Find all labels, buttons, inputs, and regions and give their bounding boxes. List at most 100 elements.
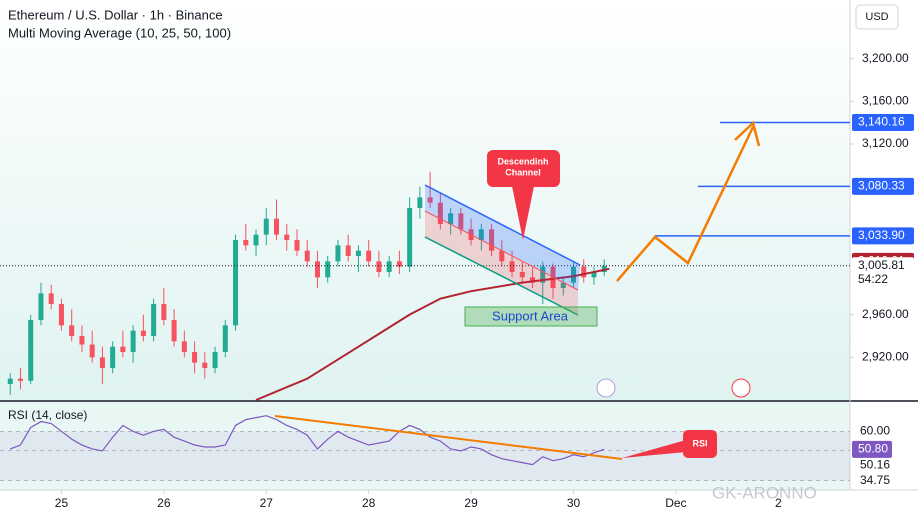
candle-body bbox=[304, 250, 310, 262]
x-tick-label: 25 bbox=[55, 496, 69, 510]
indicator-title: Multi Moving Average (10, 25, 50, 100) bbox=[8, 25, 231, 40]
candle-body bbox=[540, 266, 546, 283]
candle-body bbox=[427, 197, 433, 203]
candle-body bbox=[489, 229, 495, 251]
chart-title: Ethereum / U.S. Dollar · 1h · Binance bbox=[8, 7, 223, 22]
rsi-tick-label: 60.00 bbox=[860, 424, 890, 438]
candle-body bbox=[314, 261, 320, 278]
candle-body bbox=[202, 362, 208, 368]
channel-callout bbox=[487, 150, 560, 240]
callout-text: RSI bbox=[692, 438, 707, 448]
candle-body bbox=[79, 336, 85, 345]
currency-button[interactable] bbox=[855, 4, 899, 30]
price-badge-label: 3,080.33 bbox=[858, 178, 905, 192]
y-tick-label: 3,120.00 bbox=[862, 136, 909, 150]
candle-body bbox=[181, 341, 187, 352]
candle-body bbox=[7, 378, 13, 384]
candle-body bbox=[530, 277, 536, 283]
x-tick-label: 30 bbox=[567, 496, 581, 510]
x-tick-label: 26 bbox=[157, 496, 171, 510]
candle-body bbox=[345, 245, 351, 256]
candle-body bbox=[89, 344, 95, 358]
candle-body bbox=[448, 213, 454, 224]
rsi-badge bbox=[852, 440, 892, 458]
rsi-badge-label: 50.80 bbox=[858, 441, 888, 455]
candle-body bbox=[69, 325, 75, 336]
candle-body bbox=[212, 352, 218, 368]
x-tick-label: 2 bbox=[775, 496, 782, 510]
candle-body bbox=[478, 229, 484, 240]
candle-body bbox=[407, 208, 413, 267]
watermark: GK-ARONNO bbox=[712, 483, 817, 502]
rsi-trendline bbox=[274, 415, 623, 460]
price-badge-label: 3,140.16 bbox=[858, 115, 905, 129]
candle-body bbox=[355, 250, 361, 256]
candle-body bbox=[509, 261, 515, 272]
price-badge bbox=[852, 257, 914, 288]
candle-body bbox=[130, 330, 136, 352]
candle-body bbox=[366, 250, 372, 262]
candle-body bbox=[48, 293, 54, 304]
arrow-head bbox=[734, 120, 761, 147]
currency: USD bbox=[865, 11, 888, 23]
candle-body bbox=[519, 272, 525, 278]
y-tick-label: 3,200.00 bbox=[862, 51, 909, 65]
candle-body bbox=[335, 245, 341, 262]
countdown: 54:22 bbox=[858, 272, 888, 286]
candle-body bbox=[376, 261, 382, 272]
event-icon[interactable] bbox=[596, 378, 616, 398]
candle-body bbox=[192, 352, 198, 363]
candle-body bbox=[560, 282, 566, 288]
candle-body bbox=[458, 213, 464, 230]
candle-body bbox=[151, 304, 157, 336]
candle-body bbox=[284, 234, 290, 240]
x-tick-label: 29 bbox=[464, 496, 478, 510]
callout-text: Channel bbox=[505, 167, 541, 177]
candle-body bbox=[274, 218, 280, 235]
candle-body bbox=[233, 240, 239, 326]
rsi-callout bbox=[622, 430, 717, 458]
y-tick-label: 2,920.00 bbox=[862, 350, 909, 364]
support-area bbox=[464, 306, 598, 327]
candle-body bbox=[294, 240, 300, 251]
candle-body bbox=[263, 218, 269, 235]
candle-body bbox=[396, 261, 402, 267]
candle-body bbox=[243, 240, 249, 246]
y-tick-label: 3,160.00 bbox=[862, 94, 909, 108]
callout-text: Descendinh bbox=[497, 156, 548, 166]
rsi-band bbox=[0, 431, 850, 481]
x-tick-label: Dec bbox=[665, 496, 686, 510]
candle-body bbox=[17, 378, 23, 381]
candle-body bbox=[570, 266, 576, 283]
candle-body bbox=[58, 304, 64, 326]
candle-body bbox=[110, 346, 116, 368]
price-badge bbox=[852, 113, 914, 131]
projection-arrow bbox=[616, 126, 755, 282]
rsi-tick-label: 34.75 bbox=[860, 473, 890, 487]
candle-body bbox=[253, 234, 259, 246]
event-icon[interactable] bbox=[731, 378, 751, 398]
candle-body bbox=[581, 266, 587, 278]
x-tick-label: 28 bbox=[362, 496, 376, 510]
candle-body bbox=[325, 261, 331, 278]
price-badge-label: 3,033.90 bbox=[858, 228, 905, 242]
candle-body bbox=[171, 320, 177, 342]
candle-body bbox=[120, 346, 126, 352]
price-badge-label: 3,005.81 bbox=[858, 258, 905, 272]
candle-body bbox=[222, 325, 228, 352]
candle-body bbox=[437, 202, 443, 224]
candle-body bbox=[591, 272, 597, 278]
price-badge bbox=[852, 177, 914, 195]
candle-body bbox=[161, 304, 167, 320]
candle-body bbox=[38, 293, 44, 320]
candle-body bbox=[99, 357, 105, 368]
rsi-tick-label: 50.16 bbox=[860, 457, 890, 471]
descending-channel bbox=[424, 184, 581, 316]
price-badge bbox=[852, 227, 914, 245]
y-tick-label: 2,960.00 bbox=[862, 307, 909, 321]
candle-body bbox=[386, 261, 392, 272]
candle-body bbox=[417, 197, 423, 208]
rsi-title: RSI (14, close) bbox=[8, 408, 87, 422]
rsi-line bbox=[10, 415, 605, 466]
